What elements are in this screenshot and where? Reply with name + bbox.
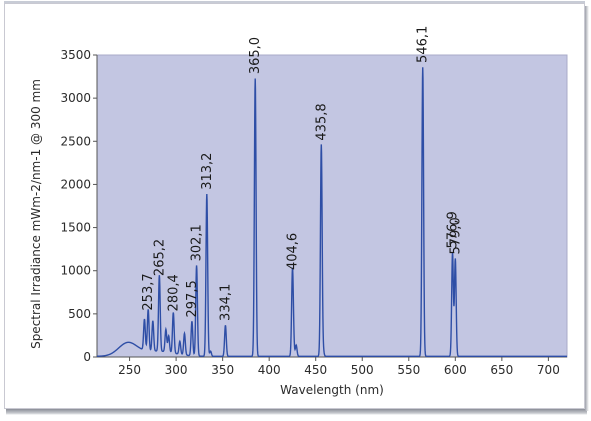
peak-label: 579,0: [448, 217, 463, 254]
peak-label: 435,8: [314, 103, 329, 140]
peak-label: 302,1: [190, 224, 205, 261]
peak-label: 334,1: [218, 284, 233, 321]
y-axis: 0 500 1000 1500 2000 2500 3000 3500: [60, 48, 98, 364]
peak-label: 365,0: [248, 37, 263, 74]
y-tick-label: 0: [83, 350, 91, 364]
peak-label: 313,2: [200, 153, 215, 190]
x-tick-label: 450: [304, 363, 327, 377]
peak-label: 404,6: [285, 233, 300, 270]
frame-top-bar: [4, 1, 585, 4]
x-tick-label: 350: [211, 363, 234, 377]
peak-label: 546,1: [416, 26, 431, 63]
y-tick-label: 2000: [60, 177, 91, 191]
peak-label: 253,7: [141, 273, 156, 310]
y-tick-label: 500: [68, 307, 91, 321]
x-tick-label: 600: [444, 363, 467, 377]
y-tick-label: 1000: [60, 264, 91, 278]
x-tick-label: 500: [351, 363, 374, 377]
y-tick-label: 3000: [60, 91, 91, 105]
y-tick-label: 2500: [60, 134, 91, 148]
plot-area: [96, 54, 568, 358]
y-tick-label: 1500: [60, 221, 91, 235]
x-tick-label: 300: [165, 363, 188, 377]
peak-label: 576,9: [446, 211, 461, 248]
x-axis-title: Wavelength (nm): [280, 383, 384, 397]
x-tick-label: 400: [258, 363, 281, 377]
spectrum-line: [97, 67, 567, 358]
x-tick-label: 650: [490, 363, 513, 377]
peak-label: 265,2: [152, 239, 167, 276]
frame-shadow-right: [585, 6, 589, 411]
peak-label: 297,5: [185, 280, 200, 317]
y-axis-title: Spectral Irradiance mWm-2/nm-1 @ 300 mm: [29, 79, 43, 349]
x-axis: 250 300 350 400 450 500 550 600 650 700: [97, 356, 567, 377]
x-tick-label: 700: [537, 363, 560, 377]
x-tick-label: 250: [118, 363, 141, 377]
x-tick-label: 550: [397, 363, 420, 377]
frame-shadow-bottom: [6, 409, 587, 415]
y-tick-label: 3500: [60, 48, 91, 62]
peak-label: 280,4: [166, 274, 181, 311]
